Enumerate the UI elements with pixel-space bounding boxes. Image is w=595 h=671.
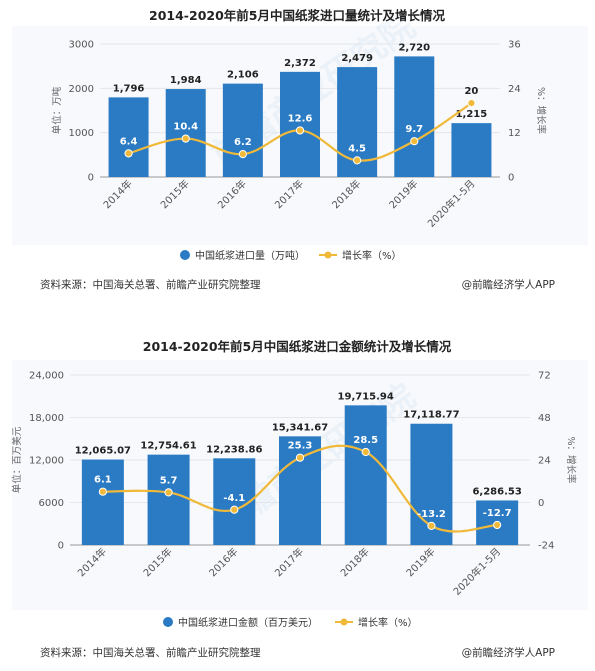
y2-axis-label: %：增长率 <box>535 87 547 135</box>
line-value-label: -13.2 <box>417 509 446 520</box>
bar-value-label: 12,238.86 <box>206 444 262 455</box>
line-value-label: 6.1 <box>94 475 112 486</box>
y2-tick-label: 36 <box>508 40 521 51</box>
bar <box>222 83 263 177</box>
bar-value-label: 19,715.94 <box>338 391 394 402</box>
line-value-label: 28.5 <box>353 435 378 446</box>
y-tick-label: 24,000 <box>29 371 64 382</box>
y2-tick-label: 24 <box>538 456 551 467</box>
y2-axis-label: %：增长率 <box>565 436 577 484</box>
line-value-label: 4.5 <box>348 143 366 154</box>
line-point <box>124 149 133 158</box>
y-tick-label: 6000 <box>39 498 64 509</box>
bar <box>451 123 492 177</box>
y-tick-label: 0 <box>58 541 64 552</box>
bar <box>165 89 206 177</box>
line-point <box>493 520 502 530</box>
y2-tick-label: 48 <box>538 413 551 424</box>
y-tick-label: 18,000 <box>29 413 64 424</box>
y2-tick-label: -24 <box>538 541 554 552</box>
bar-value-label: 2,372 <box>284 58 316 69</box>
line-value-label: 25.3 <box>288 441 313 452</box>
bar-value-label: 1,796 <box>113 83 145 94</box>
line-point <box>295 453 305 462</box>
legend-bar-label: 中国纸浆进口量（万吨） <box>195 249 305 262</box>
bar-value-label: 2,479 <box>341 53 373 64</box>
legend-line-marker <box>340 618 348 626</box>
bar <box>344 405 387 545</box>
line-value-label: 5.7 <box>160 475 178 486</box>
legend-line-label: 增长率（%） <box>358 616 418 629</box>
line-value-label: 6.4 <box>120 136 138 147</box>
bar <box>108 97 149 177</box>
chart-title: 2014-2020年前5月中国纸浆进口金额统计及增长情况 <box>143 339 452 354</box>
line-value-label: 20 <box>464 86 478 97</box>
y-axis-label: 单位：万吨 <box>51 86 63 134</box>
y-tick-label: 12,000 <box>29 456 64 467</box>
bar-value-label: 1,215 <box>456 109 488 120</box>
chart-1: 前瞻产业研究院2014-2020年前5月中国纸浆进口量统计及增长情况010002… <box>12 6 588 291</box>
line-value-label: 9.7 <box>405 124 423 135</box>
line-point <box>295 126 305 135</box>
bar-value-label: 2,720 <box>398 42 430 53</box>
line-point <box>353 156 362 165</box>
line-value-label: 6.2 <box>234 137 252 148</box>
bar-value-label: 17,118.77 <box>403 410 459 421</box>
legend-bar-swatch <box>163 617 173 627</box>
y-tick-label: 1000 <box>69 128 94 139</box>
line-point <box>427 521 436 530</box>
brand-label: @前瞻经济学人APP <box>462 278 555 291</box>
line-point <box>164 488 173 497</box>
line-point <box>238 149 247 159</box>
bar-value-label: 12,065.07 <box>75 446 131 457</box>
line-point <box>361 447 370 457</box>
bar <box>147 454 190 545</box>
y-tick-label: 2000 <box>69 84 94 95</box>
line-value-label: -12.7 <box>483 508 512 519</box>
legend-bar-label: 中国纸浆进口金额（百万美元） <box>178 616 318 629</box>
chart-2: 前瞻产业研究院2014-2020年前5月中国纸浆进口金额统计及增长情况06000… <box>11 339 588 659</box>
bar-value-label: 6,286.53 <box>472 486 521 497</box>
line-point <box>98 487 107 496</box>
bar-value-label: 15,341.67 <box>272 422 328 433</box>
line-value-label: -4.1 <box>223 493 245 504</box>
y2-tick-label: 12 <box>508 128 521 139</box>
y-tick-label: 3000 <box>69 40 94 51</box>
brand-label: @前瞻经济学人APP <box>462 646 555 659</box>
line-point <box>181 134 190 143</box>
line-value-label: 10.4 <box>173 122 198 133</box>
line-point <box>230 505 239 514</box>
chart-title: 2014-2020年前5月中国纸浆进口量统计及增长情况 <box>149 8 445 23</box>
legend-line-label: 增长率（%） <box>342 249 402 262</box>
legend-bar-swatch <box>180 250 190 260</box>
y2-tick-label: 0 <box>508 173 514 184</box>
bar-value-label: 2,106 <box>227 70 259 81</box>
bar <box>280 71 320 177</box>
legend-line-marker <box>324 251 332 259</box>
source-note: 资料来源：中国海关总署、前瞻产业研究院整理 <box>40 646 261 659</box>
y-axis-label: 单位：百万美元 <box>11 426 23 493</box>
y2-tick-label: 24 <box>508 84 521 95</box>
bar-value-label: 12,754.61 <box>140 441 196 452</box>
y2-tick-label: 72 <box>538 371 551 382</box>
y-tick-label: 0 <box>88 173 94 184</box>
source-note: 资料来源：中国海关总署、前瞻产业研究院整理 <box>40 278 261 291</box>
line-point <box>410 137 419 146</box>
bar <box>394 56 435 178</box>
bar <box>81 459 124 545</box>
bar-value-label: 1,984 <box>170 75 202 86</box>
line-value-label: 12.6 <box>288 113 313 124</box>
line-point <box>467 99 476 108</box>
y2-tick-label: 0 <box>538 498 544 509</box>
